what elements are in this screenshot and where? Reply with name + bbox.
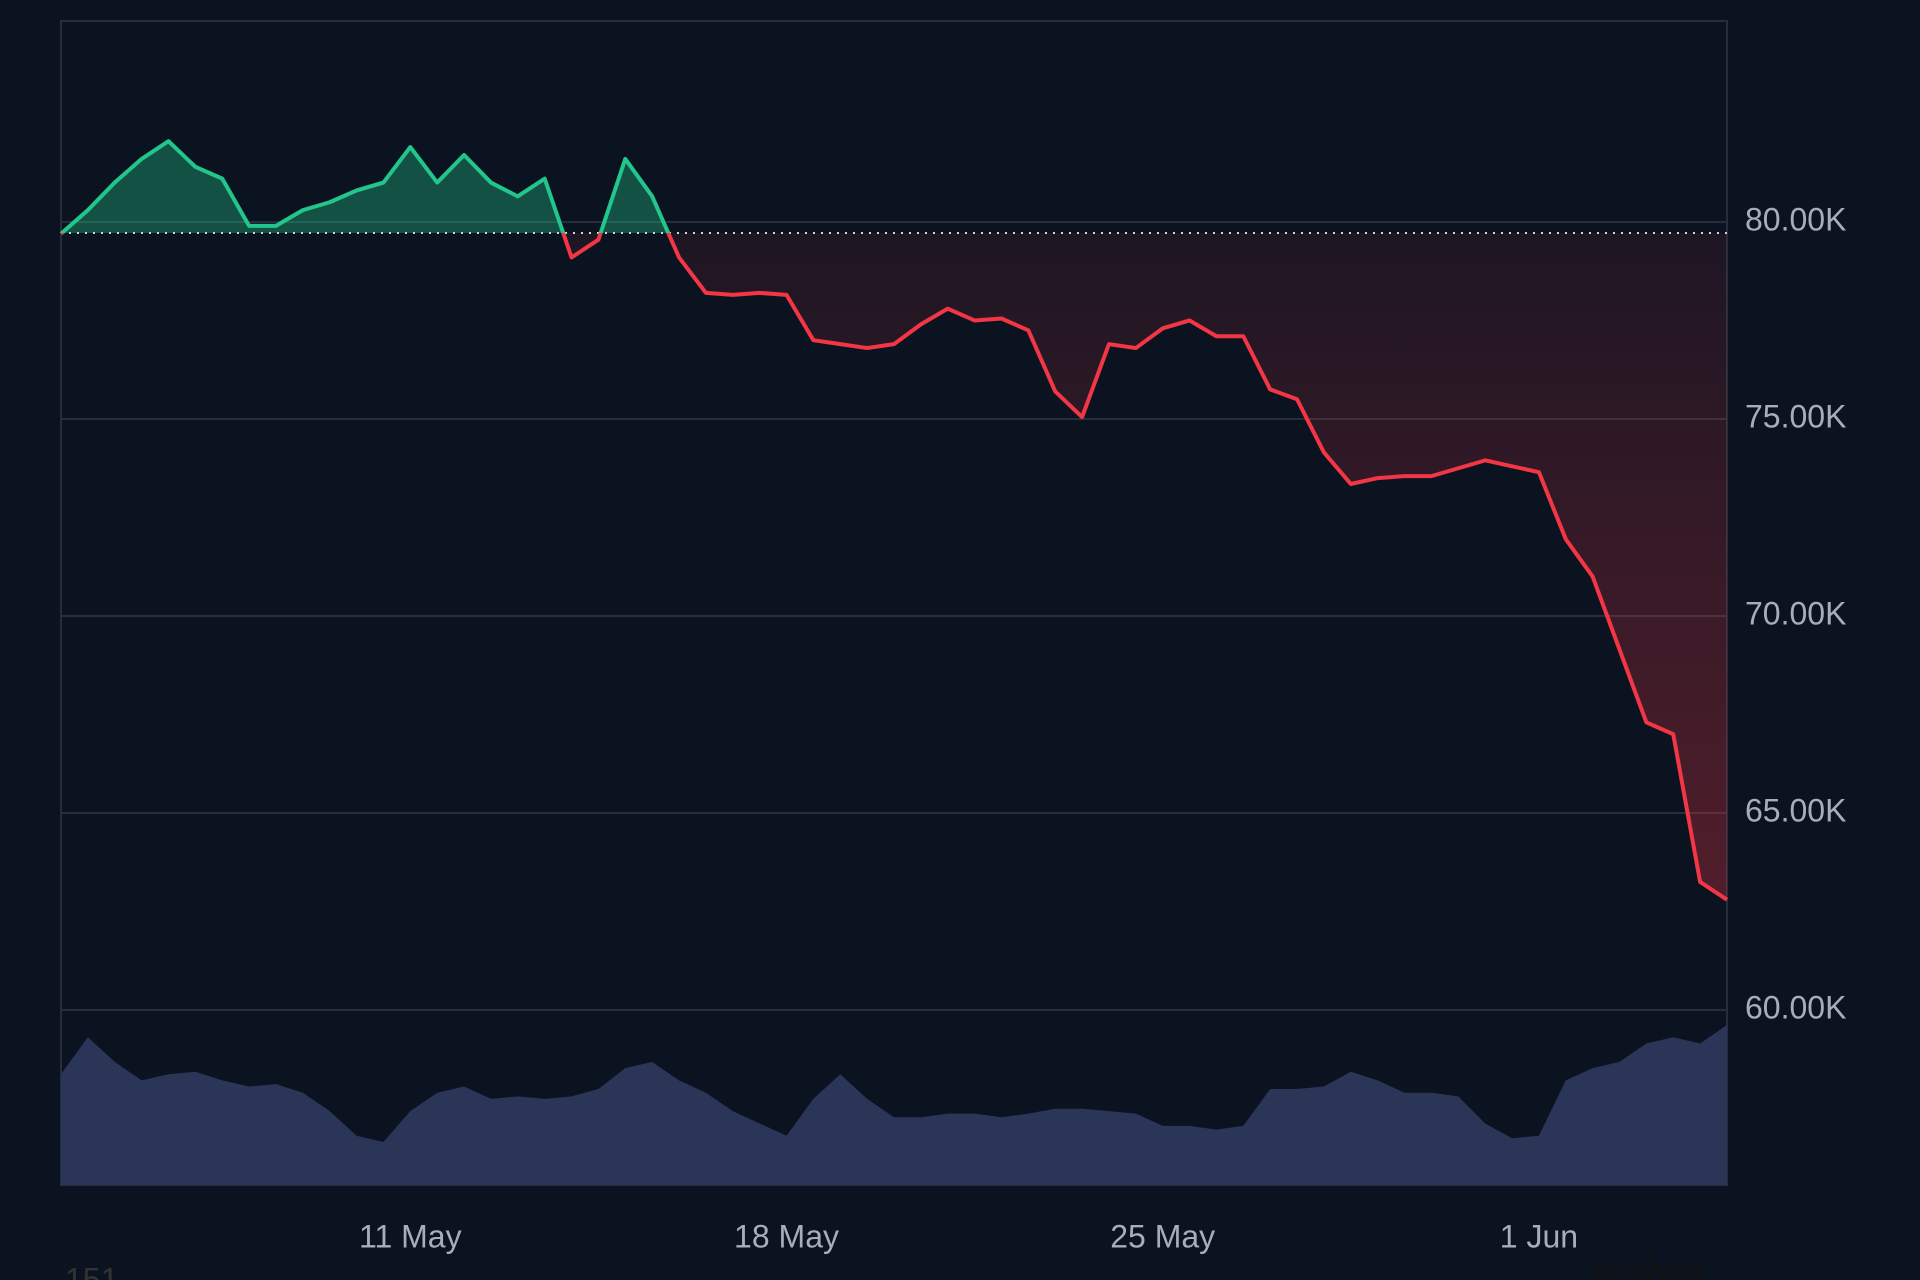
y-tick-label: 70.00K [1745,595,1846,631]
volume-area [61,1025,1727,1185]
down-area [61,232,1727,900]
price-line-down [60,232,1729,902]
footer-right: Analyze [1590,1251,1704,1280]
x-tick-label: 18 May [734,1218,839,1254]
x-tick-label: 25 May [1110,1218,1215,1254]
price-line-up [59,139,671,233]
y-tick-label: 60.00K [1745,989,1846,1025]
up-area [61,141,669,233]
y-tick-label: 75.00K [1745,398,1846,434]
y-tick-label: 80.00K [1745,201,1846,237]
y-tick-label: 65.00K [1745,792,1846,828]
x-tick-label: 1 Jun [1500,1218,1578,1254]
x-tick-label: 11 May [359,1218,462,1254]
footer-left: 151 [65,1261,118,1280]
